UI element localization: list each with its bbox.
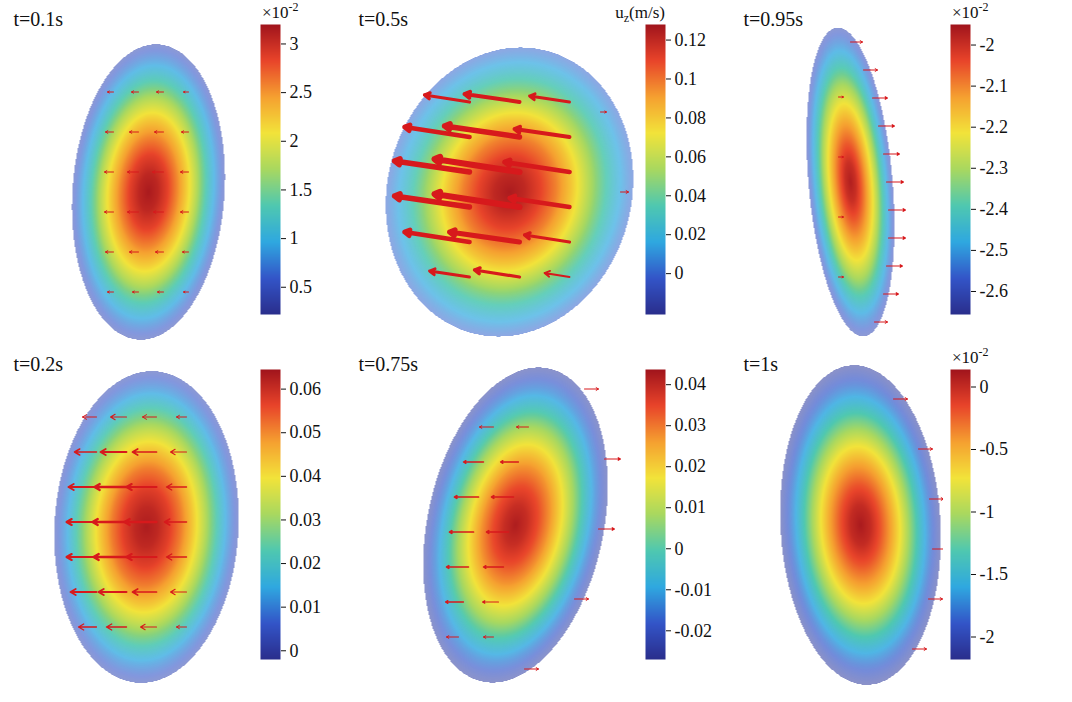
svg-text:t=0.75s: t=0.75s [359,353,419,375]
html-text:×10-2: ×10-2 [262,0,299,22]
svg-text:-2.2: -2.2 [980,117,1009,137]
html-text:×10-2: ×10-2 [952,345,989,367]
svg-text:0.01: 0.01 [675,497,707,517]
svg-text:0.03: 0.03 [290,510,322,530]
svg-text:0.02: 0.02 [290,553,322,573]
svg-text:0.01: 0.01 [290,597,322,617]
svg-text:0.08: 0.08 [675,108,707,128]
svg-text:2.5: 2.5 [290,82,313,102]
svg-text:-2.5: -2.5 [980,240,1009,260]
svg-text:t=0.1s: t=0.1s [14,8,64,30]
svg-text:0: 0 [290,641,299,661]
svg-text:1.5: 1.5 [290,180,313,200]
svg-text:0.5: 0.5 [290,277,313,297]
svg-text:0.12: 0.12 [675,30,707,50]
svg-text:-2.3: -2.3 [980,158,1009,178]
svg-text:-2: -2 [980,627,995,647]
svg-text:3: 3 [290,34,299,54]
html-text:×10-2: ×10-2 [952,0,989,22]
svg-text:t=0.2s: t=0.2s [14,353,64,375]
svg-text:0: 0 [675,263,684,283]
svg-text:-2: -2 [980,35,995,55]
svg-text:2: 2 [290,131,299,151]
svg-text:0.02: 0.02 [675,456,707,476]
svg-text:-0.01: -0.01 [675,580,713,600]
html-text:uz(m/s): uz(m/s) [615,3,665,26]
svg-text:1: 1 [290,228,299,248]
svg-text:0.06: 0.06 [675,147,707,167]
svg-text:-1.5: -1.5 [980,564,1009,584]
svg-text:0.04: 0.04 [675,186,707,206]
svg-text:0.02: 0.02 [675,224,707,244]
svg-text:t=1s: t=1s [744,353,779,375]
svg-text:0: 0 [980,377,989,397]
svg-text:0.06: 0.06 [290,379,322,399]
svg-text:0: 0 [675,539,684,559]
svg-text:t=0.5s: t=0.5s [359,8,409,30]
svg-text:-1: -1 [980,502,995,522]
svg-text:-2.4: -2.4 [980,199,1009,219]
svg-text:-2.6: -2.6 [980,281,1009,301]
svg-text:-0.5: -0.5 [980,439,1009,459]
svg-text:0.04: 0.04 [290,466,322,486]
svg-text:t=0.95s: t=0.95s [744,8,804,30]
svg-text:-2.1: -2.1 [980,76,1009,96]
svg-text:0.1: 0.1 [675,69,698,89]
svg-text:-0.02: -0.02 [675,621,713,641]
svg-text:0.05: 0.05 [290,422,322,442]
svg-text:0.03: 0.03 [675,415,707,435]
svg-text:0.04: 0.04 [675,374,707,394]
